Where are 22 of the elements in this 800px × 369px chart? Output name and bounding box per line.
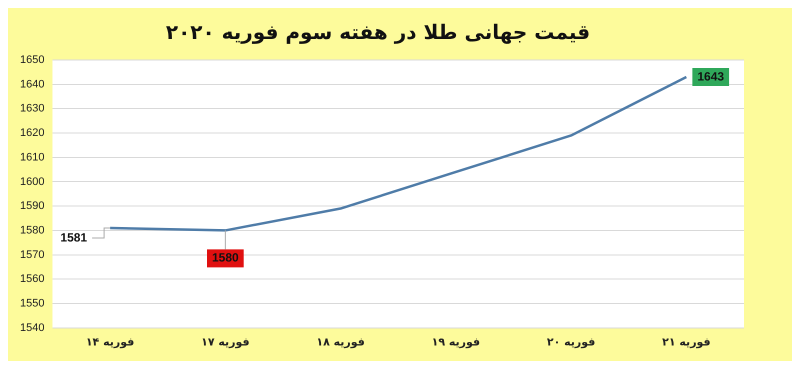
y-tick-label: 1570 bbox=[20, 248, 44, 261]
x-tick-label: ۲۰ فوریه bbox=[546, 335, 596, 348]
y-tick-label: 1620 bbox=[20, 127, 44, 140]
x-tick-label: ۱۴ فوریه bbox=[86, 335, 134, 348]
y-tick-label: 1590 bbox=[20, 200, 44, 212]
y-tick-label: 1650 bbox=[20, 54, 44, 66]
y-tick-label: 1580 bbox=[20, 224, 44, 236]
x-tick-label: ۱۹ فوریه bbox=[432, 335, 480, 348]
x-tick-label: ۲۱ فوریه bbox=[662, 335, 711, 348]
data-label: 1643 bbox=[697, 69, 724, 84]
y-tick-label: 1630 bbox=[20, 102, 44, 115]
y-tick-label: 1560 bbox=[20, 273, 44, 286]
y-tick-label: 1540 bbox=[20, 322, 44, 334]
x-tick-label: ۱۷ فوریه bbox=[201, 335, 250, 348]
y-tick-label: 1600 bbox=[20, 176, 44, 188]
x-tick-label: ۱۸ فوریه bbox=[316, 335, 365, 348]
chart-title: قیمت جهانی طلا در هفته سوم فوریه ۲۰۲۰ bbox=[166, 20, 590, 44]
data-label: 1580 bbox=[212, 250, 240, 265]
y-tick-label: 1640 bbox=[20, 78, 44, 90]
y-tick-label: 1610 bbox=[20, 151, 44, 164]
data-label: 1581 bbox=[60, 230, 88, 244]
y-tick-label: 1550 bbox=[20, 297, 44, 310]
